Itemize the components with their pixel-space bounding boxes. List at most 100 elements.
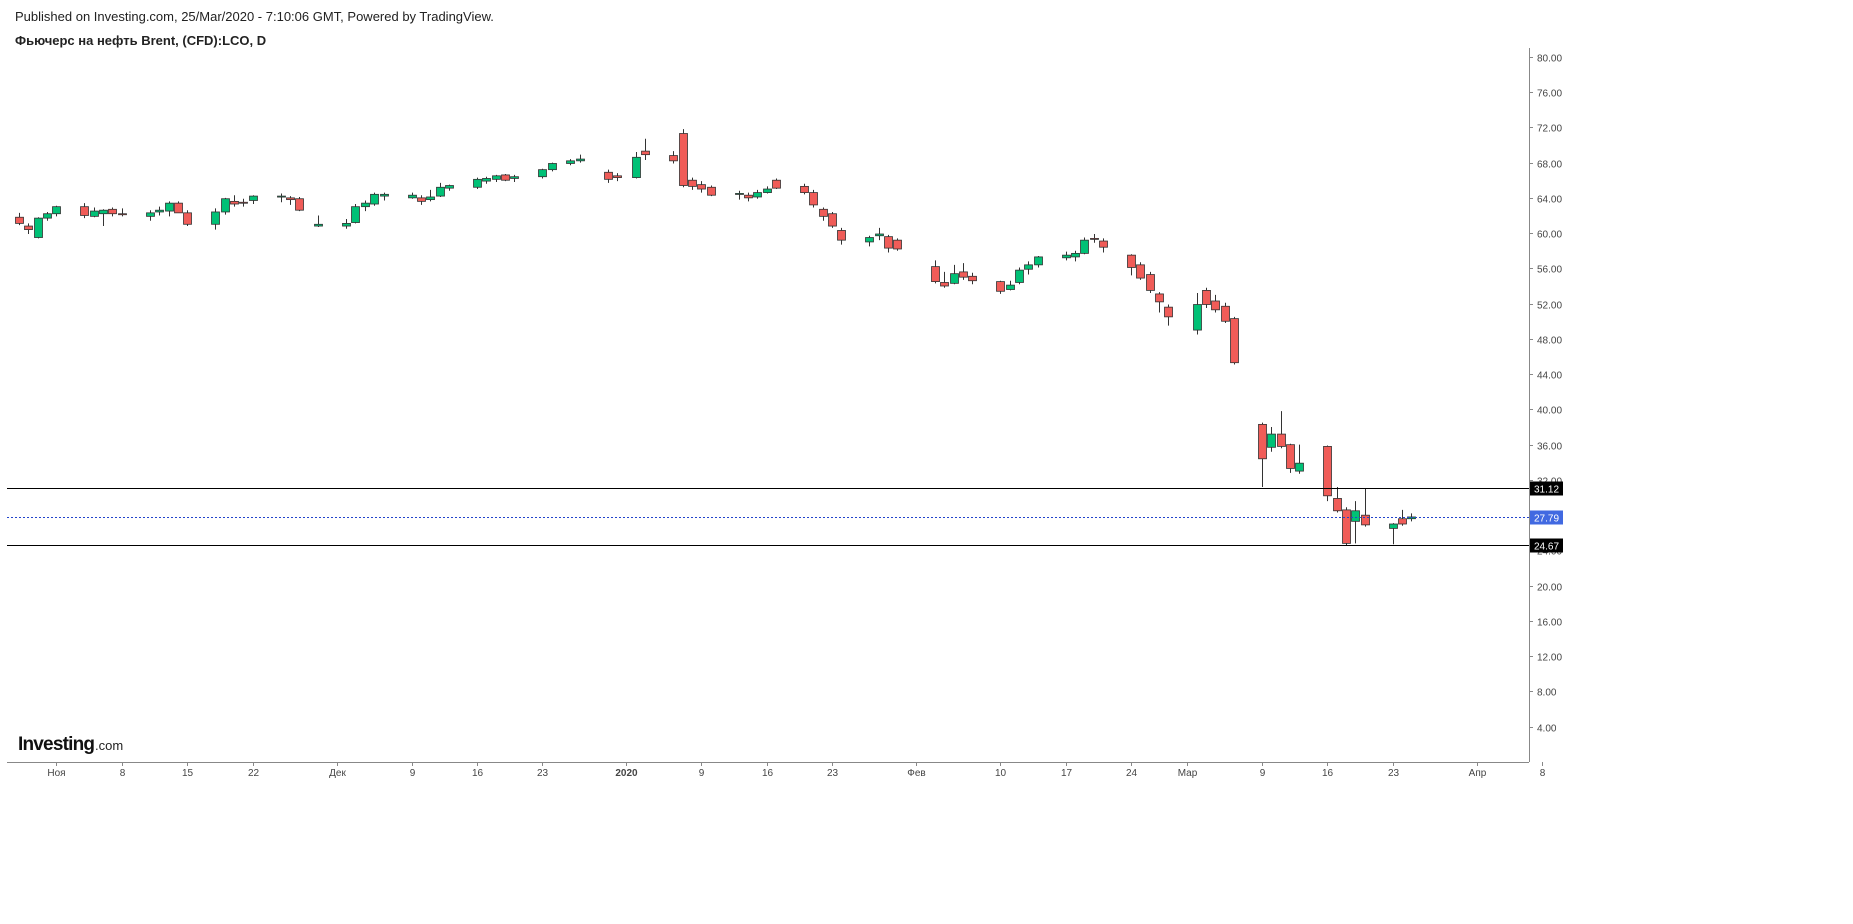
x-tick-label: 9 — [410, 768, 416, 779]
candle-body — [417, 197, 426, 202]
x-tick-label: 15 — [182, 768, 194, 779]
candle — [837, 227, 846, 245]
candle — [772, 178, 781, 190]
candle-body — [1062, 254, 1071, 259]
candle — [1286, 443, 1295, 473]
candle-body — [342, 223, 351, 227]
y-tick-label: 40.00 — [1537, 406, 1562, 417]
candle — [1342, 507, 1351, 546]
candle-body — [211, 211, 220, 225]
candle-body — [510, 176, 519, 179]
candle-body — [753, 192, 762, 198]
candle-body — [492, 175, 501, 180]
candle-body — [1202, 290, 1211, 305]
candle — [295, 196, 304, 212]
candle-body — [893, 239, 902, 250]
y-tick-label: 56.00 — [1537, 265, 1562, 276]
candle-body — [940, 282, 949, 287]
candle — [1006, 280, 1015, 291]
y-tick-label: 48.00 — [1537, 336, 1562, 347]
candle — [445, 184, 454, 191]
candle-body — [1342, 509, 1351, 544]
candle-body — [183, 212, 192, 225]
candle — [277, 193, 286, 203]
candle-body — [155, 209, 164, 213]
candle — [931, 260, 940, 284]
candle — [361, 200, 370, 212]
level-badge — [1530, 538, 1563, 553]
x-tick-label: 23 — [1388, 768, 1400, 779]
candle-body — [968, 275, 977, 282]
candle-body — [473, 178, 482, 188]
candle-body — [15, 216, 24, 224]
candle — [809, 189, 818, 208]
candle-body — [1193, 304, 1202, 331]
candle — [800, 183, 809, 195]
candle — [501, 174, 510, 182]
candle-body — [501, 174, 510, 181]
candle-body — [34, 217, 43, 238]
candle-body — [1006, 284, 1015, 290]
candle — [43, 211, 52, 221]
candle-body — [1398, 518, 1407, 525]
candle-body — [146, 212, 155, 217]
candle-body — [174, 202, 183, 214]
y-axis[interactable]: 4.008.0012.0016.0020.0024.0028.0032.0036… — [1529, 54, 1562, 735]
candle-body — [249, 195, 258, 201]
candle — [1099, 238, 1108, 253]
candle-body — [1155, 293, 1164, 303]
candle — [249, 195, 258, 205]
candle-body — [99, 209, 108, 215]
candle — [1323, 445, 1332, 502]
candle-body — [24, 225, 33, 230]
vertical-gridlines — [56, 48, 1543, 762]
x-tick-label: Дек — [329, 768, 346, 779]
candle-body — [351, 206, 360, 223]
candle — [707, 185, 716, 197]
x-tick-label: Фев — [907, 768, 925, 779]
candle-body — [436, 186, 445, 197]
candle-body — [809, 192, 818, 206]
current-price-label: 27.79 — [1534, 514, 1559, 525]
candle — [950, 264, 959, 285]
candle-body — [679, 133, 688, 186]
candle-body — [763, 188, 772, 193]
candle-body — [1267, 433, 1276, 448]
candle — [230, 195, 239, 207]
horizontal-gridlines — [7, 57, 1529, 728]
candle — [819, 207, 828, 221]
candle-body — [772, 179, 781, 189]
candle — [80, 203, 89, 219]
candle-body — [482, 178, 491, 182]
candle — [1071, 250, 1080, 262]
y-tick-label: 44.00 — [1537, 371, 1562, 382]
candle-body — [1286, 444, 1295, 469]
candle — [1221, 302, 1230, 324]
y-tick-label: 80.00 — [1537, 54, 1562, 65]
candle — [1230, 316, 1239, 365]
candle-body — [669, 155, 678, 162]
candle — [286, 196, 295, 205]
candle-body — [165, 202, 174, 212]
candle — [1389, 523, 1398, 545]
x-axis[interactable]: Ноя 8 15 22 Дек 9 16 23 2020 9 16 23 Фев 10 17 24 Мар 9 16… — [47, 762, 1546, 779]
candle-body — [80, 206, 89, 216]
candle — [566, 159, 575, 166]
candle-body — [1071, 252, 1080, 258]
logo-brand: Investing — [18, 734, 94, 755]
candle — [548, 162, 557, 172]
y-tick-label: 64.00 — [1537, 195, 1562, 206]
candle-body — [875, 233, 884, 237]
candle-body — [1146, 274, 1155, 291]
candle — [1062, 251, 1071, 261]
candle — [510, 174, 519, 182]
candle-body — [1277, 433, 1286, 447]
candle — [24, 223, 33, 234]
candle-body — [1323, 446, 1332, 497]
candle-body — [239, 201, 248, 204]
candle — [1164, 304, 1173, 326]
candle — [1351, 501, 1360, 544]
candle — [735, 190, 744, 200]
price-levels — [7, 488, 1529, 546]
